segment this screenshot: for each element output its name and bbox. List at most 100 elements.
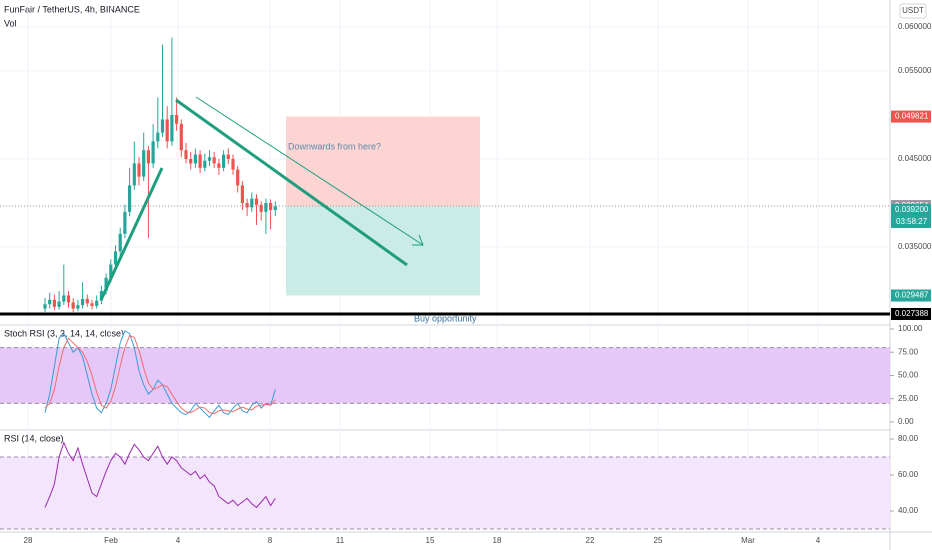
- candle-body: [104, 277, 108, 291]
- candle-body: [62, 295, 66, 302]
- time-label: 22: [586, 536, 595, 545]
- indicator-tick-label: 60.00: [898, 470, 919, 479]
- price-tag-label: 0.027388: [895, 309, 929, 318]
- trend-line: [175, 98, 408, 267]
- time-label: 8: [268, 536, 273, 545]
- time-label: Mar: [741, 536, 755, 545]
- candle-body: [179, 123, 183, 151]
- indicator-line: [44, 441, 276, 509]
- candle-body: [57, 301, 61, 307]
- indicator-band: [0, 457, 890, 529]
- time-label: 4: [816, 536, 821, 545]
- candle-body: [259, 204, 263, 212]
- volume-label: Vol: [4, 18, 17, 28]
- trend-line: [99, 167, 164, 301]
- time-label: 4: [176, 536, 181, 545]
- candle-body: [193, 154, 197, 164]
- candle-body: [203, 160, 207, 168]
- indicator-tick-label: 50.00: [898, 371, 919, 380]
- candle-body: [123, 211, 127, 234]
- candle-body: [254, 198, 259, 205]
- annotation: Downwards from here?: [288, 141, 381, 151]
- candle-body: [146, 150, 150, 164]
- indicator-tick-label: 40.00: [898, 506, 919, 515]
- candle-body: [118, 233, 122, 252]
- price-tag-label: 0.049821: [895, 112, 929, 121]
- currency-badge[interactable]: [899, 3, 927, 19]
- candle-body: [240, 185, 244, 203]
- candle-body: [66, 295, 71, 303]
- indicator-tick-label: 80.00: [898, 434, 919, 443]
- indicator-tick-label: 100.00: [898, 324, 923, 333]
- candle-body: [113, 251, 118, 265]
- candle-body: [236, 169, 240, 186]
- price-tick-label: 0.060000: [898, 22, 932, 31]
- candle-body: [264, 203, 268, 212]
- candle-body: [48, 299, 52, 305]
- time-label: 28: [24, 536, 33, 545]
- price-tag-label: 0.029487: [895, 291, 929, 300]
- arrow-head: [412, 234, 424, 246]
- candle-body: [151, 141, 155, 164]
- candle-body: [85, 298, 89, 304]
- price-tick-label: 0.035000: [898, 242, 932, 251]
- indicator-line: [44, 334, 276, 415]
- candle-body: [184, 150, 188, 159]
- candle-body: [132, 163, 136, 186]
- short-zone: [286, 116, 480, 207]
- price-tag: [891, 307, 931, 320]
- candle-body: [207, 157, 212, 161]
- countdown-tag: [891, 216, 931, 229]
- rsi-title: RSI (14, close): [4, 433, 64, 443]
- candle-body: [250, 198, 254, 208]
- candle-body: [71, 302, 75, 309]
- candle-body: [198, 154, 202, 168]
- candle-body: [90, 303, 94, 306]
- candle-body: [175, 115, 179, 124]
- price-tag: [891, 204, 931, 217]
- candle-body: [142, 150, 146, 177]
- candle-body: [109, 264, 113, 278]
- annotation: Buy opportunity: [414, 313, 477, 323]
- candle-body: [160, 119, 165, 133]
- price-tag-label: 0.039200: [895, 205, 929, 214]
- candle-body: [137, 163, 141, 177]
- indicator-band: [0, 347, 890, 404]
- currency-label: USDT: [902, 6, 924, 15]
- time-label: 25: [654, 536, 663, 545]
- price-tag: [891, 289, 931, 302]
- price-tag: [891, 110, 931, 123]
- arrow-line: [195, 96, 424, 246]
- candle-body: [76, 305, 80, 309]
- symbol-title: FunFair / TetherUS, 4h, BINANCE: [4, 4, 140, 14]
- candle-body: [81, 298, 85, 306]
- long-zone: [286, 206, 480, 296]
- candle-body: [217, 163, 221, 168]
- candle-body: [231, 159, 235, 170]
- candle-body: [43, 304, 47, 309]
- indicator-tick-label: 75.00: [898, 347, 919, 356]
- candle-body: [52, 299, 56, 307]
- indicator-line: [44, 330, 276, 419]
- candle-body: [189, 159, 193, 164]
- candle-body: [95, 300, 99, 306]
- indicator-tick-label: 0.00: [898, 417, 914, 426]
- candle-body: [226, 154, 230, 159]
- candle-body: [269, 203, 273, 211]
- candle-body: [128, 185, 132, 212]
- time-label: Feb: [104, 536, 118, 545]
- candle-body: [273, 206, 277, 211]
- countdown-label: 03:58:27: [896, 217, 928, 226]
- time-label: 18: [493, 536, 502, 545]
- time-label: 15: [426, 536, 435, 545]
- candle-body: [156, 132, 160, 142]
- price-tick-label: 0.055000: [898, 66, 932, 75]
- candle-body: [170, 115, 174, 142]
- price-tick-label: 0.045000: [898, 154, 932, 163]
- indicator-tick-label: 25.00: [898, 394, 919, 403]
- time-label: 11: [336, 536, 345, 545]
- candle-body: [245, 203, 249, 208]
- candle-body: [212, 157, 216, 164]
- candle-body: [222, 154, 226, 168]
